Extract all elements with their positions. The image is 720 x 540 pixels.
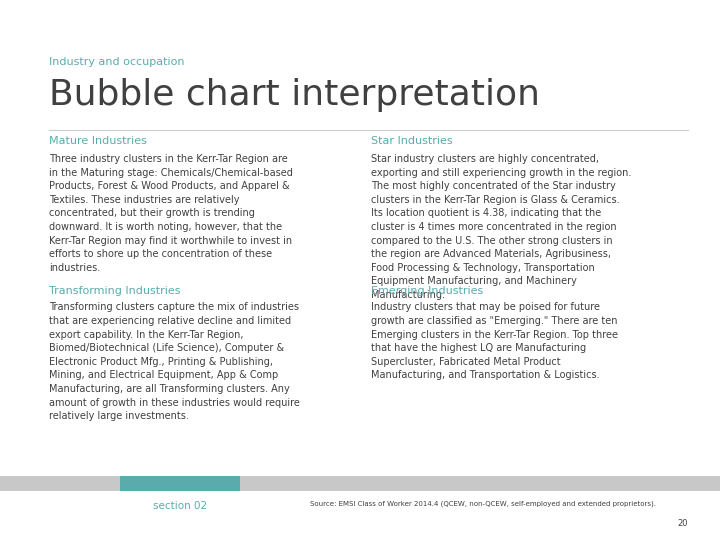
Text: Bubble chart interpretation: Bubble chart interpretation <box>49 78 540 112</box>
Text: Transforming Industries: Transforming Industries <box>49 286 181 296</box>
Text: Mature Industries: Mature Industries <box>49 136 147 146</box>
Text: Transforming clusters capture the mix of industries
that are experiencing relati: Transforming clusters capture the mix of… <box>49 302 300 421</box>
Text: Emerging Industries: Emerging Industries <box>371 286 483 296</box>
Text: Source: EMSI Class of Worker 2014.4 (QCEW, non-QCEW, self-employed and extended : Source: EMSI Class of Worker 2014.4 (QCE… <box>310 501 656 507</box>
Text: 20: 20 <box>677 519 688 529</box>
Text: Star industry clusters are highly concentrated,
exporting and still experiencing: Star industry clusters are highly concen… <box>371 154 631 300</box>
Text: Industry and occupation: Industry and occupation <box>49 57 184 67</box>
Text: Star Industries: Star Industries <box>371 136 452 146</box>
Text: Three industry clusters in the Kerr-Tar Region are
in the Maturing stage: Chemic: Three industry clusters in the Kerr-Tar … <box>49 154 293 273</box>
Text: Industry clusters that may be poised for future
growth are classified as "Emergi: Industry clusters that may be poised for… <box>371 302 618 380</box>
Text: section 02: section 02 <box>153 501 207 511</box>
